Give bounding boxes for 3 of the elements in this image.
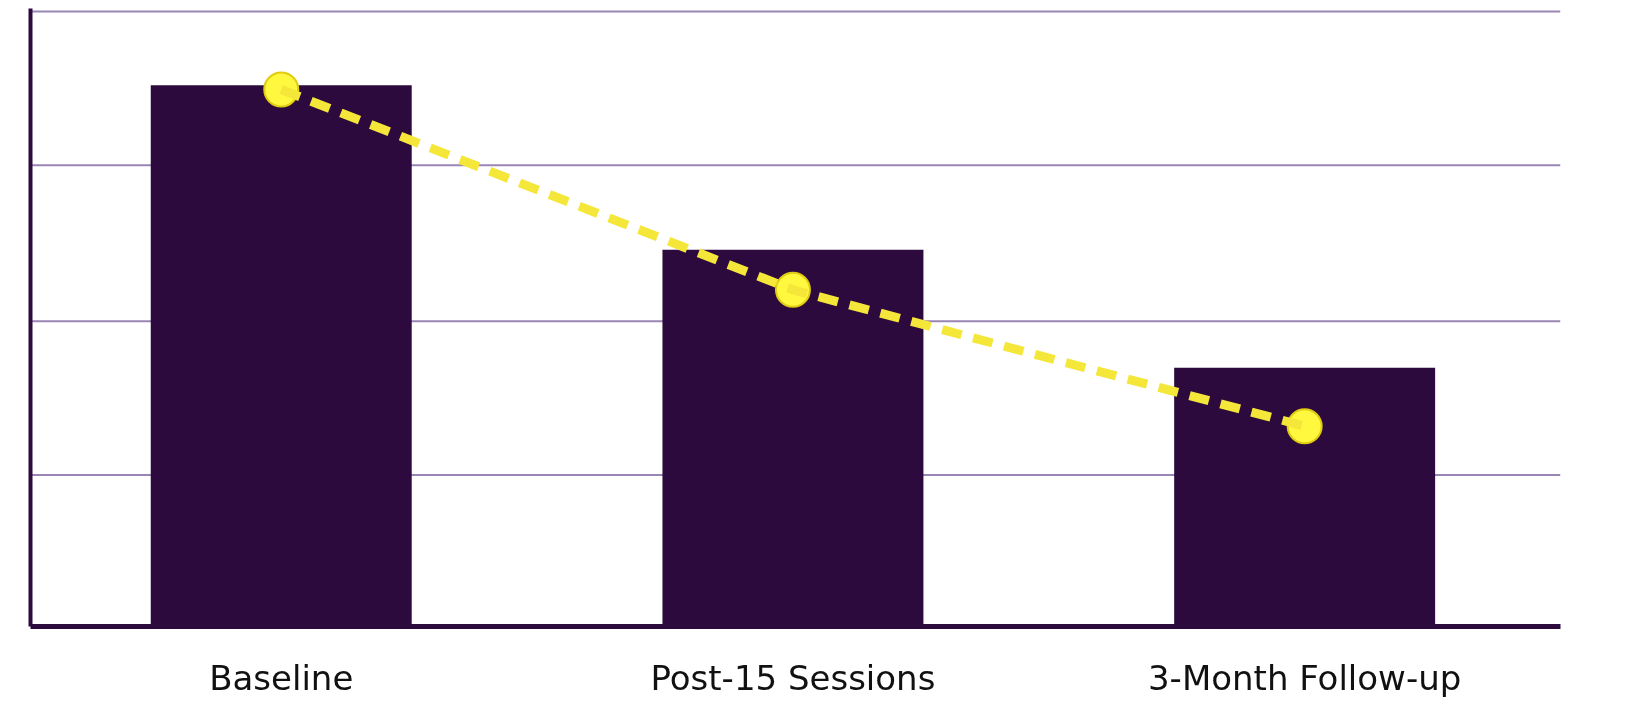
x-tick-label: 3-Month Follow-up: [1147, 657, 1462, 698]
x-tick-label: Post-15 Sessions: [650, 657, 936, 698]
x-tick-label: Baseline: [209, 657, 354, 698]
